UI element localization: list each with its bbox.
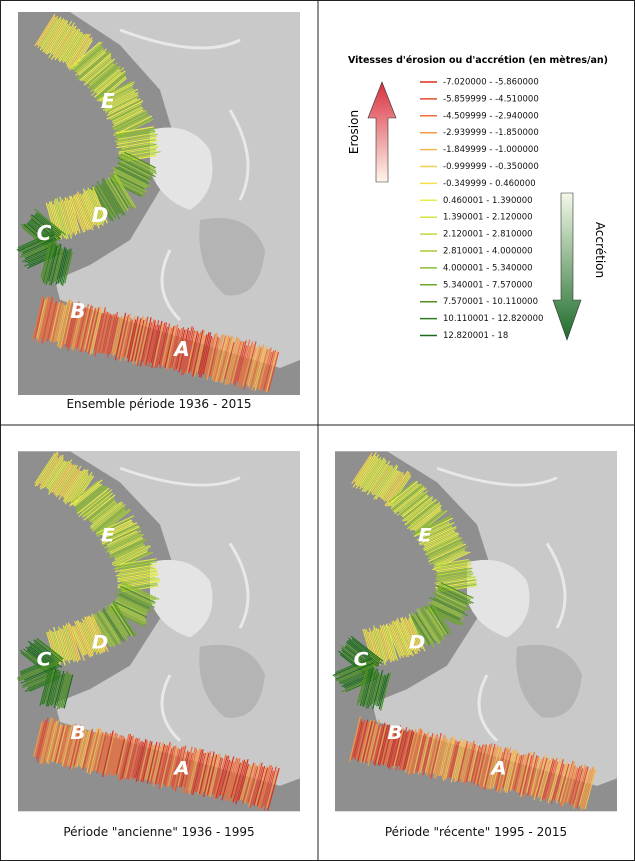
segment-label: D: [92, 631, 109, 653]
figure: E D C B A E D C B A E D C B A Ensemble période 1936 …: [0, 0, 635, 861]
segment-label: B: [387, 721, 402, 743]
legend-title: Vitesses d'érosion ou d'accrétion (en mè…: [348, 55, 608, 66]
legend-label: 10.110001 - 12.820000: [443, 314, 543, 324]
segment-label: D: [92, 203, 109, 227]
segment-label: D: [409, 631, 426, 653]
segment-label: C: [354, 648, 369, 670]
segment-label: B: [70, 721, 85, 743]
legend-label: -5.859999 - -4.510000: [443, 94, 539, 104]
legend-label: -7.020000 - -5.860000: [443, 78, 539, 88]
legend-label: -2.939999 - -1.850000: [443, 128, 539, 138]
legend-label: 7.570001 - 10.110000: [443, 297, 538, 307]
caption: Période "ancienne" 1936 - 1995: [63, 825, 254, 839]
map-panel: E D C B A: [17, 451, 300, 811]
legend-label: -1.849999 - -1.000000: [443, 145, 539, 155]
segment-label: A: [172, 757, 190, 779]
legend-label: 12.820001 - 18: [443, 331, 508, 341]
segment-label: E: [418, 524, 432, 546]
legend-label: -4.509999 - -2.940000: [443, 111, 539, 121]
erosion-label: Erosion: [347, 110, 361, 154]
accretion-label: Accrétion: [593, 222, 607, 278]
segment-label: C: [37, 648, 52, 670]
legend-label: 0.460001 - 1.390000: [443, 196, 533, 206]
segment-label: A: [172, 337, 189, 361]
legend-label: 2.810001 - 4.000000: [443, 247, 533, 257]
legend-label: 4.000001 - 5.340000: [443, 263, 533, 273]
segment-label: C: [37, 221, 52, 245]
caption: Période "récente" 1995 - 2015: [385, 825, 567, 839]
legend-label: -0.999999 - -0.350000: [443, 162, 539, 172]
legend-label: 1.390001 - 2.120000: [443, 213, 533, 223]
legend-label: -0.349999 - 0.460000: [443, 179, 536, 189]
segment-label: E: [101, 524, 115, 546]
legend-label: 2.120001 - 2.810000: [443, 230, 533, 240]
segment-label: A: [489, 757, 507, 779]
map-panel: E D C B A: [333, 451, 617, 811]
segment-label: E: [101, 89, 115, 113]
legend-label: 5.340001 - 7.570000: [443, 280, 533, 290]
map-panel: E D C B A: [17, 12, 300, 395]
caption: Ensemble période 1936 - 2015: [66, 397, 251, 411]
segment-label: B: [70, 299, 85, 323]
